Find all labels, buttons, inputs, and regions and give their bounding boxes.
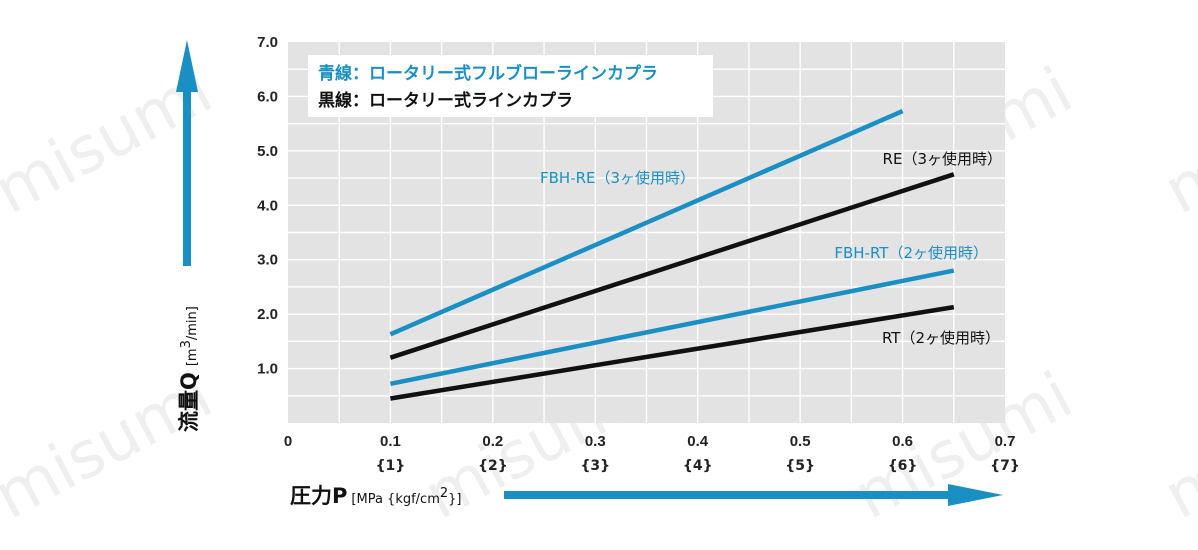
y-tick-label: 3.0 <box>257 252 278 269</box>
y-axis-title-text: 流量Q [m3/min] <box>177 306 201 432</box>
series-label-1: RE（3ヶ使用時） <box>883 150 1002 168</box>
y-tick-labels: 1.0 2.0 3.0 4.0 5.0 6.0 7.0 <box>257 34 278 378</box>
x-tick-label: 0.2 <box>482 433 503 450</box>
y-arrow-shaft <box>183 88 191 266</box>
x-tick-label: 0.4 <box>687 433 709 450</box>
x-axis-unit-sup: 2 <box>440 486 448 501</box>
y-axis-title-main: 流量Q <box>177 372 201 432</box>
y-axis-unit-prefix: [m <box>185 348 200 366</box>
y-tick-label: 2.0 <box>257 306 278 323</box>
y-tick-label: 4.0 <box>257 197 278 214</box>
legend-entry-1: 黒線：ロータリー式ラインカプラ <box>318 90 573 111</box>
watermark-text: misumi <box>1153 359 1198 534</box>
x-axis-unit-prefix: [MPa {kgf/cm <box>351 492 439 507</box>
x-axis-unit-suffix: }] <box>448 492 461 507</box>
y-axis-title: 流量Q [m3/min] <box>177 306 201 432</box>
x-arrow-head <box>948 484 1003 506</box>
y-axis-arrow <box>176 40 198 266</box>
series-label-2: FBH-RT（2ヶ使用時） <box>834 244 988 262</box>
y-arrow-head <box>176 40 198 92</box>
series-line-2 <box>389 268 955 387</box>
legend-box <box>308 55 713 117</box>
x-arrow-shaft <box>504 491 954 499</box>
x-tick-label-kgf: {3} <box>580 458 610 474</box>
x-tick-label-kgf: {4} <box>683 458 713 474</box>
series-label-3: RT（2ヶ使用時） <box>882 329 1000 347</box>
x-tick-label-kgf: {5} <box>785 458 815 474</box>
x-tick-label: 0.1 <box>380 433 401 450</box>
series-line-3 <box>390 304 955 401</box>
x-tick-labels: 0 0.1 0.2 0.3 0.4 0.5 0.6 0.7 <box>284 433 1016 450</box>
x-tick-label-kgf: {2} <box>478 458 508 474</box>
x-tick-label-kgf: {7} <box>990 458 1020 474</box>
x-axis-title-text: 圧力P [MPa {kgf/cm2}] <box>290 484 462 508</box>
y-axis-unit-sup: 3 <box>179 340 194 348</box>
x-tick-labels-kgf: {1} {2} {3} {4} {5} {6} {7} <box>376 458 1020 474</box>
x-tick-label: 0.5 <box>790 433 811 450</box>
x-tick-label-kgf: {1} <box>376 458 406 474</box>
y-tick-label: 5.0 <box>257 143 278 160</box>
series-line-0 <box>389 109 904 337</box>
y-tick-label: 1.0 <box>257 361 278 378</box>
series-labels: FBH-RE（3ヶ使用時） RE（3ヶ使用時） FBH-RT（2ヶ使用時） RT（2ヶ… <box>540 150 1002 347</box>
x-axis-arrow <box>504 484 1003 506</box>
watermark-text: misumi <box>1153 54 1198 229</box>
series-line-1 <box>389 172 955 360</box>
x-axis-title: 圧力P [MPa {kgf/cm2}] <box>290 484 462 508</box>
y-tick-label: 6.0 <box>257 88 278 105</box>
legend-entry-0: 青線：ロータリー式フルブローラインカプラ <box>318 63 658 84</box>
x-tick-label: 0.6 <box>892 433 913 450</box>
x-tick-label-kgf: {6} <box>888 458 918 474</box>
series-label-0: FBH-RE（3ヶ使用時） <box>540 169 695 187</box>
series-lines <box>389 109 955 401</box>
x-axis-title-main: 圧力P <box>290 484 347 508</box>
y-axis-unit-suffix: /min] <box>185 306 200 340</box>
y-tick-label: 7.0 <box>257 34 278 51</box>
x-tick-label: 0 <box>284 433 292 450</box>
x-tick-label: 0.3 <box>585 433 606 450</box>
x-tick-label: 0.7 <box>995 433 1016 450</box>
